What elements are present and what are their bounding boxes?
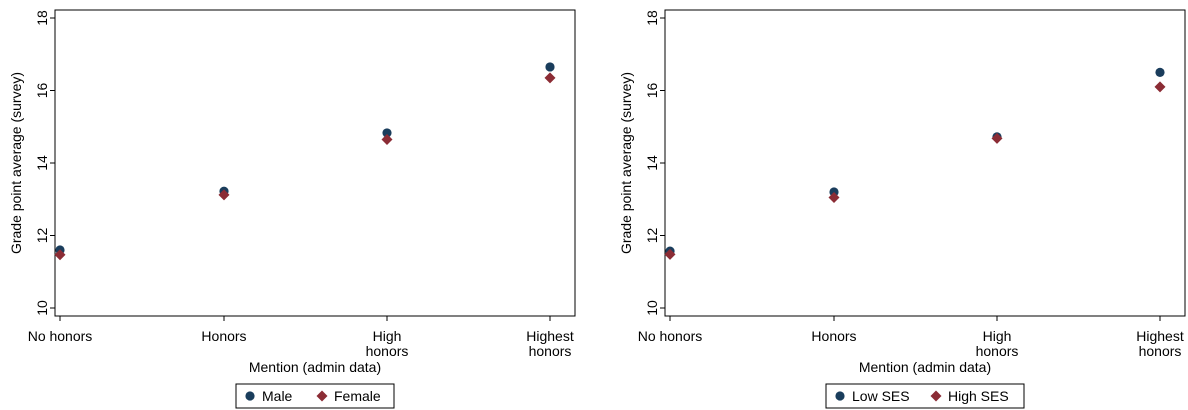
legend-box [235,383,395,409]
y-tick-label: 10 [644,300,660,316]
x-axis-title: Mention (admin data) [249,359,381,375]
x-tick-label: Honors [201,328,246,344]
legend-label: Male [262,388,293,404]
x-tick-label: High honors [976,328,1019,359]
x-tick-label-line: Highest [1136,328,1184,344]
plot-frame [664,9,1186,317]
x-tick-label-line: Honors [811,328,856,344]
x-tick-label-line: honors [976,343,1019,359]
x-tick-label-line: honors [366,343,409,359]
y-tick-label: 16 [34,83,50,99]
data-point-high-ses [1154,81,1166,93]
y-tick-label: 10 [34,300,50,316]
data-point-high-ses [828,191,840,203]
x-tick-label: Honors [811,328,856,344]
legend-marker-circle [835,391,845,401]
y-tick-label: 12 [644,228,660,244]
x-tick-label-line: Highest [526,328,574,344]
x-tick-label-line: No honors [28,328,93,344]
data-point-male [382,128,392,138]
y-tick-label: 14 [644,155,660,171]
x-tick-label-line: honors [1139,343,1182,359]
y-axis-title: Grade point average (survey) [618,72,634,254]
chart-left: 10 12 14 16 18 Grade point average (survey) No… [8,9,576,409]
legend-marker-diamond [930,390,942,402]
data-point-high-ses [991,132,1003,144]
y-tick-label: 14 [34,155,50,171]
x-tick-label: No honors [28,328,93,344]
legend-label: Low SES [852,388,910,404]
x-tick-label: No honors [638,328,703,344]
legend-marker-circle [245,391,255,401]
x-tick-label-line: High [983,328,1012,344]
legend: Male Female [235,383,395,409]
data-point-female [544,72,556,84]
y-axis-title: Grade point average (survey) [8,72,24,254]
y-tick-label: 18 [34,10,50,26]
x-tick-label-line: No honors [638,328,703,344]
x-tick-label-line: honors [529,343,572,359]
legend-box [825,383,1025,409]
legend: Low SES High SES [825,383,1025,409]
chart-right: 10 12 14 16 18 Grade point average (survey) No… [618,9,1186,409]
data-point-female [54,249,66,261]
data-point-female [218,189,230,201]
x-axis-title: Mention (admin data) [859,359,991,375]
data-point-female [381,133,393,145]
plot-frame [54,9,576,317]
data-point-male [545,62,555,72]
x-tick-label: Highest honors [526,328,574,359]
x-tick-label-line: High [373,328,402,344]
x-tick-label-line: Honors [201,328,246,344]
y-tick-label: 16 [644,83,660,99]
legend-label: High SES [948,388,1009,404]
x-tick-label: High honors [366,328,409,359]
data-point-low-ses [1155,67,1165,77]
data-point-high-ses [664,248,676,260]
y-tick-label: 12 [34,228,50,244]
legend-marker-diamond [316,390,328,402]
legend-label: Female [334,388,381,404]
x-tick-label: Highest honors [1136,328,1184,359]
y-tick-label: 18 [644,10,660,26]
